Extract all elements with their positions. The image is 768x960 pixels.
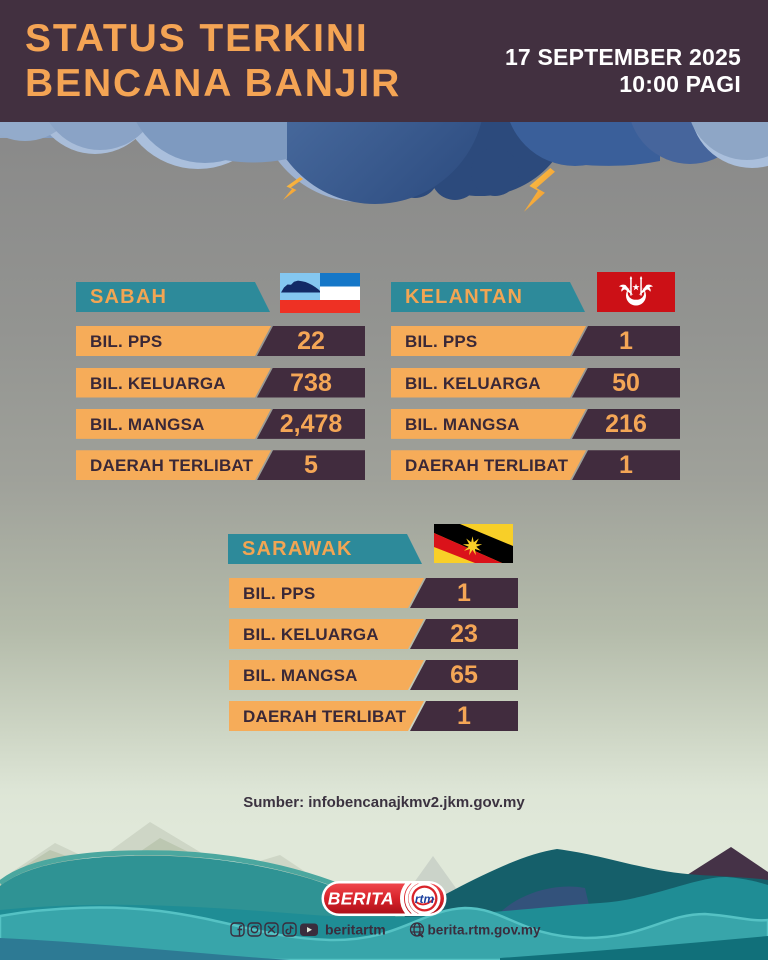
svg-text:berita.rtm.gov.my: berita.rtm.gov.my — [428, 923, 541, 938]
svg-text:rtm: rtm — [415, 892, 435, 906]
svg-text:beritartm: beritartm — [325, 922, 386, 938]
svg-text:BERITA: BERITA — [328, 889, 394, 909]
